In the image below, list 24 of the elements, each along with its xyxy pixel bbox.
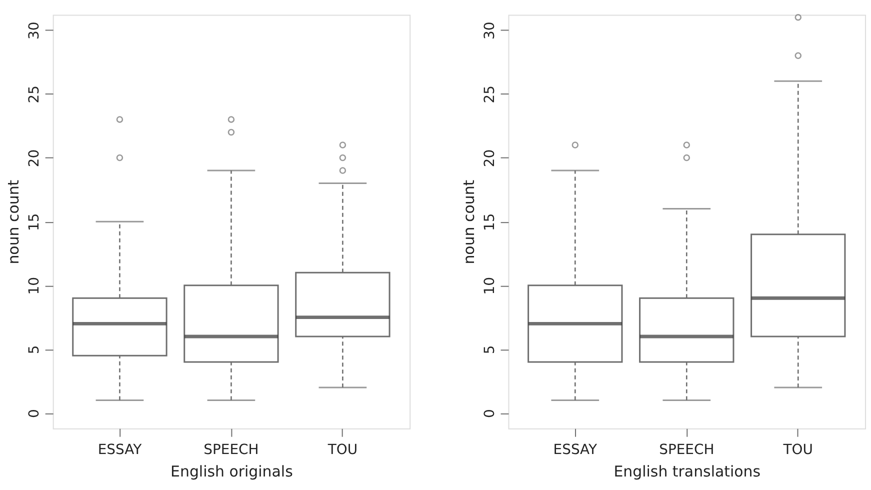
y-tick-label: 20 bbox=[482, 149, 498, 168]
y-tick-label: 15 bbox=[26, 213, 42, 231]
y-tick-label: 25 bbox=[482, 86, 498, 104]
y-tick-label: 15 bbox=[482, 213, 498, 231]
y-tick-label: 0 bbox=[482, 409, 498, 418]
y-tick-label: 20 bbox=[26, 149, 42, 168]
y-tick-label: 5 bbox=[482, 345, 498, 354]
x-tick-label: ESSAY bbox=[553, 442, 598, 458]
y-tick-label: 25 bbox=[26, 86, 42, 104]
y-axis-title: noun count bbox=[460, 180, 478, 264]
y-tick-label: 0 bbox=[26, 409, 42, 418]
y-tick-label: 10 bbox=[26, 277, 42, 295]
x-axis-title: English translations bbox=[614, 462, 761, 481]
y-tick-label: 30 bbox=[26, 22, 42, 40]
x-tick-label: SPEECH bbox=[659, 442, 714, 458]
y-tick-label: 10 bbox=[482, 277, 498, 295]
x-axis-title: English originals bbox=[170, 462, 294, 481]
y-axis-title: noun count bbox=[4, 180, 22, 264]
x-tick-label: TOU bbox=[326, 442, 358, 458]
y-tick-label: 30 bbox=[482, 22, 498, 40]
x-tick-label: ESSAY bbox=[98, 442, 142, 458]
x-tick-label: SPEECH bbox=[204, 442, 259, 458]
x-tick-label: TOU bbox=[782, 442, 813, 458]
y-tick-label: 5 bbox=[26, 345, 42, 354]
